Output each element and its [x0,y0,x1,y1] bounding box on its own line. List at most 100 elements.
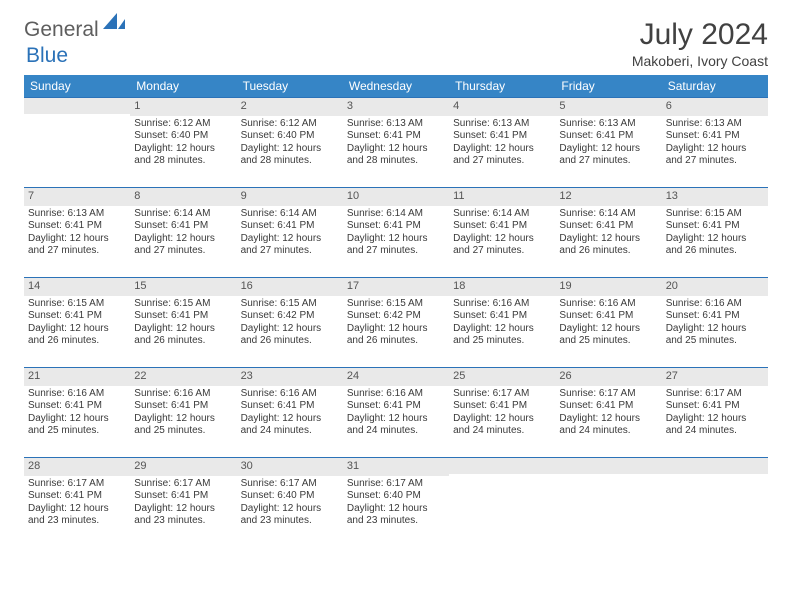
day-number [24,97,130,114]
day-number: 29 [130,457,236,476]
daylight-text: Daylight: 12 hours and 28 minutes. [241,143,339,168]
sunset-text: Sunset: 6:41 PM [559,400,657,413]
day-number: 22 [130,367,236,386]
sunrise-text: Sunrise: 6:13 AM [559,118,657,131]
col-header: Saturday [662,75,768,97]
daylight-text: Daylight: 12 hours and 27 minutes. [241,233,339,258]
sunrise-text: Sunrise: 6:14 AM [241,208,339,221]
sunrise-text: Sunrise: 6:17 AM [134,478,232,491]
day-number: 25 [449,367,555,386]
calendar-row: 14Sunrise: 6:15 AMSunset: 6:41 PMDayligh… [24,277,768,367]
sunrise-text: Sunrise: 6:15 AM [28,298,126,311]
sunrise-text: Sunrise: 6:17 AM [28,478,126,491]
sunrise-text: Sunrise: 6:13 AM [453,118,551,131]
calendar-cell [24,97,130,187]
calendar-cell: 30Sunrise: 6:17 AMSunset: 6:40 PMDayligh… [237,457,343,547]
calendar-cell: 24Sunrise: 6:16 AMSunset: 6:41 PMDayligh… [343,367,449,457]
calendar-cell: 3Sunrise: 6:13 AMSunset: 6:41 PMDaylight… [343,97,449,187]
calendar-cell: 11Sunrise: 6:14 AMSunset: 6:41 PMDayligh… [449,187,555,277]
day-number: 24 [343,367,449,386]
sunrise-text: Sunrise: 6:15 AM [241,298,339,311]
sunrise-text: Sunrise: 6:15 AM [666,208,764,221]
daylight-text: Daylight: 12 hours and 27 minutes. [28,233,126,258]
sunrise-text: Sunrise: 6:13 AM [347,118,445,131]
sunset-text: Sunset: 6:41 PM [559,220,657,233]
col-header: Sunday [24,75,130,97]
sunrise-text: Sunrise: 6:14 AM [134,208,232,221]
sunset-text: Sunset: 6:41 PM [559,310,657,323]
calendar-cell: 2Sunrise: 6:12 AMSunset: 6:40 PMDaylight… [237,97,343,187]
day-number: 19 [555,277,661,296]
sunset-text: Sunset: 6:41 PM [134,310,232,323]
daylight-text: Daylight: 12 hours and 23 minutes. [347,503,445,528]
calendar-cell: 12Sunrise: 6:14 AMSunset: 6:41 PMDayligh… [555,187,661,277]
sunrise-text: Sunrise: 6:16 AM [453,298,551,311]
sunrise-text: Sunrise: 6:14 AM [453,208,551,221]
sunrise-text: Sunrise: 6:12 AM [134,118,232,131]
calendar-row: 21Sunrise: 6:16 AMSunset: 6:41 PMDayligh… [24,367,768,457]
sunset-text: Sunset: 6:41 PM [453,310,551,323]
calendar-cell: 15Sunrise: 6:15 AMSunset: 6:41 PMDayligh… [130,277,236,367]
calendar-cell: 10Sunrise: 6:14 AMSunset: 6:41 PMDayligh… [343,187,449,277]
daylight-text: Daylight: 12 hours and 27 minutes. [666,143,764,168]
calendar-header-row: Sunday Monday Tuesday Wednesday Thursday… [24,75,768,97]
daylight-text: Daylight: 12 hours and 27 minutes. [453,143,551,168]
day-number: 12 [555,187,661,206]
day-number: 13 [662,187,768,206]
daylight-text: Daylight: 12 hours and 25 minutes. [559,323,657,348]
sunset-text: Sunset: 6:42 PM [241,310,339,323]
day-number [662,457,768,474]
sunset-text: Sunset: 6:41 PM [453,130,551,143]
calendar-table: Sunday Monday Tuesday Wednesday Thursday… [24,75,768,547]
calendar-cell: 1Sunrise: 6:12 AMSunset: 6:40 PMDaylight… [130,97,236,187]
daylight-text: Daylight: 12 hours and 24 minutes. [666,413,764,438]
calendar-cell: 28Sunrise: 6:17 AMSunset: 6:41 PMDayligh… [24,457,130,547]
daylight-text: Daylight: 12 hours and 26 minutes. [28,323,126,348]
day-number: 3 [343,97,449,116]
daylight-text: Daylight: 12 hours and 24 minutes. [559,413,657,438]
calendar-cell: 13 Sunrise: 6:15 AMSunset: 6:41 PMDayligh… [662,187,768,277]
daylight-text: Daylight: 12 hours and 25 minutes. [666,323,764,348]
calendar-row: 1Sunrise: 6:12 AMSunset: 6:40 PMDaylight… [24,97,768,187]
sunset-text: Sunset: 6:41 PM [347,400,445,413]
sunset-text: Sunset: 6:41 PM [28,220,126,233]
daylight-text: Daylight: 12 hours and 26 minutes. [666,233,764,258]
sunset-text: Sunset: 6:42 PM [347,310,445,323]
daylight-text: Daylight: 12 hours and 26 minutes. [241,323,339,348]
day-number: 20 [662,277,768,296]
sunrise-text: Sunrise: 6:14 AM [559,208,657,221]
sunrise-text: Sunrise: 6:16 AM [559,298,657,311]
calendar-cell: 14Sunrise: 6:15 AMSunset: 6:41 PMDayligh… [24,277,130,367]
sunrise-text: Sunrise: 6:17 AM [559,388,657,401]
day-number: 21 [24,367,130,386]
sunrise-text: Sunrise: 6:16 AM [134,388,232,401]
calendar-cell: 31Sunrise: 6:17 AMSunset: 6:40 PMDayligh… [343,457,449,547]
sunset-text: Sunset: 6:41 PM [453,400,551,413]
sunset-text: Sunset: 6:41 PM [134,490,232,503]
calendar-cell: 26Sunrise: 6:17 AMSunset: 6:41 PMDayligh… [555,367,661,457]
sunset-text: Sunset: 6:41 PM [28,490,126,503]
calendar-cell: 5Sunrise: 6:13 AMSunset: 6:41 PMDaylight… [555,97,661,187]
daylight-text: Daylight: 12 hours and 24 minutes. [347,413,445,438]
sunset-text: Sunset: 6:41 PM [666,220,764,233]
daylight-text: Daylight: 12 hours and 27 minutes. [347,233,445,258]
day-number: 9 [237,187,343,206]
daylight-text: Daylight: 12 hours and 27 minutes. [559,143,657,168]
day-number: 2 [237,97,343,116]
daylight-text: Daylight: 12 hours and 25 minutes. [453,323,551,348]
daylight-text: Daylight: 12 hours and 25 minutes. [28,413,126,438]
calendar-cell: 4Sunrise: 6:13 AMSunset: 6:41 PMDaylight… [449,97,555,187]
calendar-cell: 7Sunrise: 6:13 AMSunset: 6:41 PMDaylight… [24,187,130,277]
sunset-text: Sunset: 6:41 PM [666,400,764,413]
daylight-text: Daylight: 12 hours and 23 minutes. [134,503,232,528]
calendar-row: 7Sunrise: 6:13 AMSunset: 6:41 PMDaylight… [24,187,768,277]
sunrise-text: Sunrise: 6:12 AM [241,118,339,131]
logo-text-1: General [24,18,99,42]
day-number: 7 [24,187,130,206]
day-number: 27 [662,367,768,386]
sunset-text: Sunset: 6:41 PM [559,130,657,143]
sunrise-text: Sunrise: 6:17 AM [347,478,445,491]
sunrise-text: Sunrise: 6:13 AM [666,118,764,131]
logo-text-2: Blue [26,44,68,68]
daylight-text: Daylight: 12 hours and 26 minutes. [347,323,445,348]
